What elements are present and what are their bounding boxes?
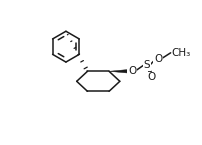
Polygon shape <box>108 69 132 74</box>
Text: CH₃: CH₃ <box>170 48 190 58</box>
Text: O: O <box>127 66 136 76</box>
Text: O: O <box>154 54 162 64</box>
Text: S: S <box>143 60 149 70</box>
Text: O: O <box>146 72 155 83</box>
